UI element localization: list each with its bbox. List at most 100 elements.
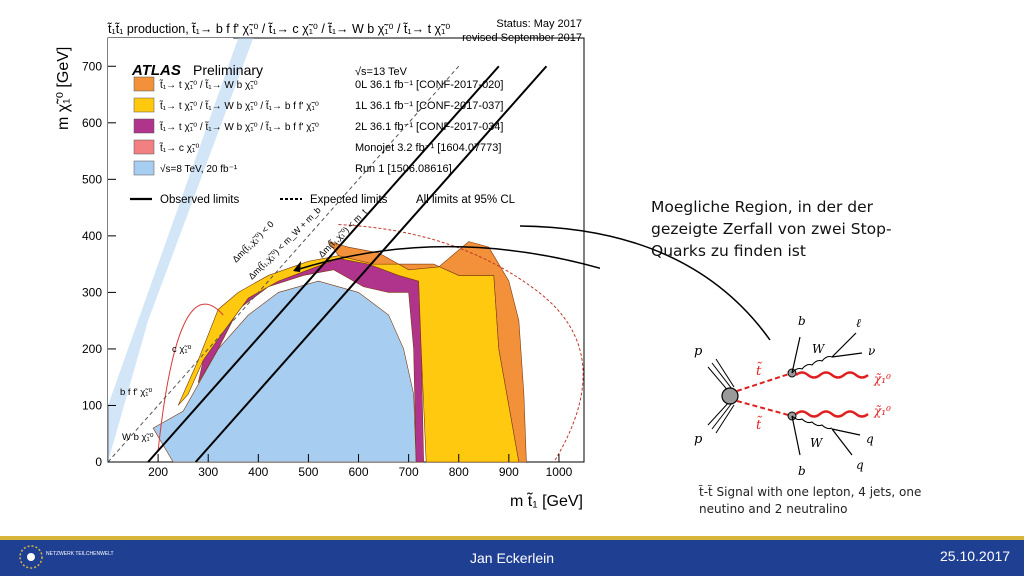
diagonal-line-1 xyxy=(147,65,500,463)
w-boson-top xyxy=(791,355,833,374)
x-axis-label: m t̃₁ [GeV] xyxy=(510,491,583,510)
atlas-label: ATLAS xyxy=(131,62,181,79)
label-w-bottom: W xyxy=(810,436,824,450)
svg-text:NETZWERK TEILCHENWELT: NETZWERK TEILCHENWELT xyxy=(46,551,114,557)
label-neutralino-top: χ̃₁⁰ xyxy=(873,372,891,386)
footer-background xyxy=(0,540,1024,576)
exclusion-area-0l xyxy=(327,241,527,463)
y-tick-label-6: 600 xyxy=(82,116,102,130)
legend-analysis-2: 2L 36.1 fb⁻¹ [CONF-2017-034] xyxy=(355,121,503,133)
legend-decay-3: t̃₁→ c χ̃₁⁰ xyxy=(159,142,200,154)
status-label: Status: May 2017 xyxy=(496,18,582,30)
label-b-bottom: b xyxy=(798,464,806,478)
label-w-top: W xyxy=(812,342,826,356)
footer-bar: NETZWERK TEILCHENWELT Jan Eckerlein 25.1… xyxy=(0,536,1024,576)
x-tick-label-2: 400 xyxy=(248,465,268,479)
lepton-line xyxy=(831,332,857,358)
x-tick-label-7: 900 xyxy=(499,465,519,479)
b-quark-bottom xyxy=(791,415,801,456)
y-tick-label-4: 400 xyxy=(82,229,102,243)
b-quark-top xyxy=(791,336,801,374)
cl-legend-label: All limits at 95% CL xyxy=(416,194,516,206)
proton-line-e xyxy=(711,402,733,430)
neutrino-line xyxy=(831,352,863,358)
legend-decay-1: t̃₁→ t χ̃₁⁰ / t̃₁→ W b χ̃₁⁰ / t̃₁→ b f f… xyxy=(159,100,319,112)
expected-legend-label: Expected limits xyxy=(310,194,388,206)
x-tick-label-0: 200 xyxy=(148,465,168,479)
axis-ticks: 200 300 400 500 600 700 800 900 1000 0 100 200 300 40… xyxy=(82,59,573,479)
legend-swatch-2 xyxy=(133,118,155,134)
label-p-top: p xyxy=(694,344,703,359)
diagonal-line-2 xyxy=(194,65,548,463)
revised-label: revised September 2017 xyxy=(462,32,582,44)
kinematic-diagonals xyxy=(107,65,548,463)
y-tick-label-2: 200 xyxy=(82,342,102,356)
neutralino-top xyxy=(795,371,869,379)
region-annotation: Moegliche Region, in der der gezeigte Ze… xyxy=(651,198,892,260)
footer-stripe xyxy=(0,536,1024,540)
label-p-bottom: p xyxy=(694,432,703,447)
legend-decay-2: t̃₁→ t χ̃₁⁰ / t̃₁→ W b χ̃₁⁰ / t̃₁→ b f f… xyxy=(159,121,319,133)
interaction-blob xyxy=(721,387,739,405)
legend-analysis-0: 0L 36.1 fb⁻¹ [CONF-2017-020] xyxy=(355,79,503,91)
legend-analysis-3: Monojet 3.2 fb⁻¹ [1604.07773] xyxy=(355,142,501,154)
region-label-c: c χ̃₁⁰ xyxy=(172,344,192,355)
monojet-limit-curve xyxy=(157,303,224,451)
legend-analysis-1: 1L 36.1 fb⁻¹ [CONF-2017-037] xyxy=(355,100,503,112)
y-axis-label: m χ̃₁⁰ [GeV] xyxy=(55,47,72,130)
legend-analysis-4: Run 1 [1506.08616] xyxy=(355,163,452,175)
presentation-date: 25.10.2017 xyxy=(940,548,1011,564)
x-tick-label-4: 600 xyxy=(349,465,369,479)
energy-label: √s=13 TeV xyxy=(355,66,408,78)
legend-swatch-0 xyxy=(133,76,155,92)
x-tick-label-6: 800 xyxy=(449,465,469,479)
pointer-curve xyxy=(295,245,600,271)
legend-swatch-1 xyxy=(133,97,155,113)
legend-decay-0: t̃₁→ t χ̃₁⁰ / t̃₁→ W b χ̃₁⁰ xyxy=(159,79,258,91)
proton-line-d xyxy=(707,400,731,426)
proton-line-f xyxy=(715,404,735,434)
y-tick-label-3: 300 xyxy=(82,285,102,299)
feynman-diagram: p p t̃ t̃ b b W W ℓ ν q q χ̃₁⁰ χ̃₁⁰ xyxy=(694,314,891,478)
preliminary-label: Preliminary xyxy=(193,62,263,78)
x-tick-label-8: 1000 xyxy=(546,465,573,479)
region-label-wb: W b χ̃₁⁰ xyxy=(122,432,154,443)
y-tick-label-5: 500 xyxy=(82,172,102,186)
w-boson-bottom xyxy=(791,415,833,430)
region-label-bff: b f f' χ̃₁⁰ xyxy=(120,387,152,398)
diagram-caption: t̃-t̃ Signal with one lepton, 4 jets, on… xyxy=(699,485,922,516)
exclusion-plot: 200 300 400 500 600 700 800 900 1000 0 100 200 300 40… xyxy=(55,18,585,510)
stop-propagator-bottom xyxy=(736,400,793,417)
proton-line-c xyxy=(715,358,735,388)
expected-limit-curve xyxy=(338,224,584,463)
stop-propagator-top xyxy=(736,372,793,392)
proton-line-b xyxy=(711,362,733,390)
label-neutralino-bottom: χ̃₁⁰ xyxy=(873,404,891,418)
x-tick-label-1: 300 xyxy=(198,465,218,479)
presenter-name: Jan Eckerlein xyxy=(470,550,555,566)
arrow-head xyxy=(293,261,301,272)
label-quark-1: q xyxy=(866,432,874,446)
pointer-arc xyxy=(293,245,600,272)
label-b-top: b xyxy=(798,314,806,328)
chart-title: t̃₁t̃₁ production, t̃₁→ b f f' χ̃₁⁰ / t̃… xyxy=(107,21,451,36)
label-neutrino: ν xyxy=(868,344,875,358)
label-stop-top: t̃ xyxy=(756,362,762,379)
label-stop-bottom: t̃ xyxy=(756,416,762,433)
legend-swatch-4 xyxy=(133,160,155,176)
netzwerk-logo: NETZWERK TEILCHENWELT xyxy=(19,545,114,569)
y-tick-label-1: 100 xyxy=(82,398,102,412)
quark-line-2 xyxy=(831,428,853,456)
observed-legend-label: Observed limits xyxy=(160,194,239,206)
legend-swatch-3 xyxy=(133,139,155,155)
x-tick-label-5: 700 xyxy=(399,465,419,479)
label-lepton: ℓ xyxy=(856,316,861,330)
neutralino-bottom xyxy=(795,410,869,418)
x-tick-label-3: 500 xyxy=(298,465,318,479)
label-quark-2: q xyxy=(856,458,864,472)
y-tick-label-7: 700 xyxy=(82,59,102,73)
legend-decay-4: √s=8 TeV, 20 fb⁻¹ xyxy=(160,163,238,175)
legend: t̃₁→ t χ̃₁⁰ / t̃₁→ W b χ̃₁⁰ 0L 36.1 fb⁻¹ … xyxy=(133,76,503,176)
y-tick-label-0: 0 xyxy=(95,455,102,469)
quark-line-1 xyxy=(831,428,861,436)
